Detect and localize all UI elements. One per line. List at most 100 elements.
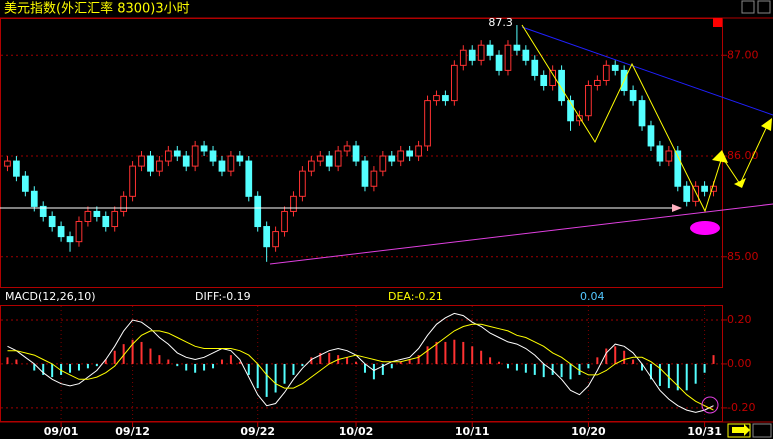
candle-body (593, 79, 601, 87)
candle-body (299, 170, 306, 197)
hist-label: 0.04 (580, 290, 605, 303)
x-tick-label: 10/31 (687, 425, 722, 438)
highlight-circle (701, 396, 719, 414)
candle-body (674, 150, 682, 187)
candle-body (30, 190, 38, 207)
scroll-arrow[interactable] (732, 424, 750, 436)
candle-body (513, 44, 521, 51)
y-tick-label: -0.20 (727, 401, 755, 414)
candle-body (522, 49, 530, 61)
candle-body (316, 155, 324, 162)
candle-body (531, 59, 539, 76)
candle-body (477, 44, 485, 61)
candle-body (272, 231, 279, 248)
candle-body (656, 145, 664, 162)
candle-body (147, 155, 154, 172)
dea-label: DEA:-0.21 (388, 290, 443, 303)
window-button[interactable] (757, 0, 771, 14)
candle-body (75, 221, 83, 243)
candle-body (84, 210, 92, 223)
candle-body (710, 185, 717, 192)
candle-body (245, 160, 253, 197)
candle-body (388, 155, 396, 162)
x-tick-label: 09/12 (115, 425, 150, 438)
candle-body (424, 100, 431, 147)
trend-line (521, 26, 773, 116)
candle-body (4, 160, 11, 167)
candle-body (173, 150, 181, 157)
candle-body (638, 100, 646, 127)
candle-body (57, 226, 65, 238)
candle-body (48, 215, 56, 228)
candle-body (236, 155, 244, 162)
candle-body (576, 115, 583, 122)
y-tick-label: 86.00 (727, 149, 759, 162)
marker-square (713, 18, 722, 27)
candle-body (665, 150, 673, 162)
candle-body (647, 125, 655, 147)
candle-body (218, 160, 226, 172)
candle-body (379, 155, 387, 172)
scroll-button[interactable] (752, 423, 772, 438)
candle-body (21, 175, 29, 192)
x-tick-label: 09/01 (44, 425, 79, 438)
candle-body (281, 210, 288, 233)
diff-line (7, 312, 714, 413)
candle-body (290, 195, 297, 212)
candle-body (263, 226, 271, 248)
y-tick-label: 0.00 (727, 357, 752, 370)
candle-body (415, 145, 422, 157)
drawn-lines (0, 24, 773, 414)
x-tick-label: 10/20 (571, 425, 606, 438)
candle-body (209, 150, 217, 162)
arrow-head (761, 118, 772, 131)
candle-body (343, 145, 351, 152)
trend-line (269, 203, 773, 265)
candle-body (120, 195, 128, 212)
candle-body (397, 150, 405, 162)
peak-annotation: 87.3 (488, 16, 513, 29)
candle-body (459, 49, 467, 66)
candle-body (111, 210, 119, 228)
candle-body (191, 145, 199, 167)
arrow-head (672, 204, 682, 212)
candle-body (585, 85, 592, 117)
candle-body (93, 210, 101, 217)
dea-line (7, 323, 714, 411)
candle-body (13, 160, 20, 177)
window-button[interactable] (741, 0, 755, 14)
candle-body (352, 145, 360, 162)
candle-body (227, 155, 235, 172)
candle-body (200, 145, 208, 152)
candle-body (495, 54, 503, 71)
candle-body (39, 205, 47, 217)
candle-body (433, 95, 440, 102)
macd-name: MACD(12,26,10) (5, 290, 96, 303)
chart-title: 美元指数(外汇汇率 8300)3小时 (4, 1, 190, 17)
candle-body (129, 165, 136, 197)
candle-body (683, 185, 691, 202)
candle-body (468, 49, 476, 61)
highlight-ellipse (690, 221, 720, 235)
arrow-head (712, 150, 728, 163)
y-tick-label: 85.00 (727, 250, 759, 263)
diff-label: DIFF:-0.19 (195, 290, 251, 303)
candle-body (450, 64, 458, 102)
candle-body (254, 195, 262, 228)
candle-body (182, 155, 190, 167)
candle-body (611, 64, 619, 71)
candle-body (307, 160, 315, 172)
scroll-button[interactable] (727, 423, 751, 438)
candle-body (334, 150, 342, 167)
y-tick-label: 0.20 (727, 313, 752, 326)
candle-body (692, 185, 700, 202)
x-tick-label: 10/11 (455, 425, 490, 438)
candle-body (164, 150, 172, 162)
candle-body (406, 150, 414, 157)
candle-body (701, 185, 708, 192)
candle-body (442, 95, 449, 102)
candle-body (156, 160, 163, 172)
candle-body (102, 215, 110, 228)
candle-body (486, 44, 494, 56)
